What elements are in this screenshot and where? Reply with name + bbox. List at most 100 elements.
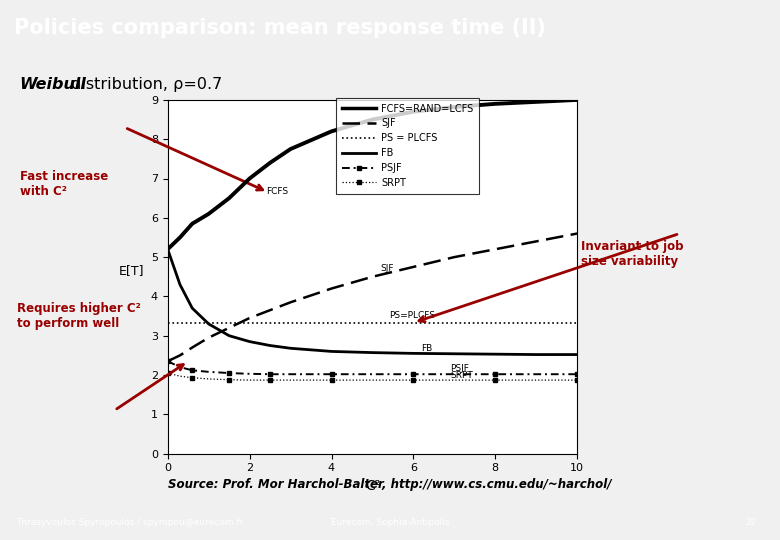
FCFS=RAND=LCFS — [265, 159, 275, 166]
SRPT — [176, 373, 185, 380]
FCFS=RAND=LCFS — [285, 146, 295, 152]
SJF — [409, 264, 418, 270]
SJF — [368, 273, 378, 280]
FB — [327, 348, 336, 355]
FCFS=RAND=LCFS — [409, 109, 418, 115]
FCFS=RAND=LCFS — [532, 99, 541, 105]
FB — [450, 350, 459, 357]
PSJF — [491, 371, 500, 377]
PSJF — [368, 371, 378, 377]
Text: FB: FB — [422, 343, 433, 353]
SJF — [176, 352, 185, 359]
SRPT — [285, 377, 295, 383]
X-axis label: C²: C² — [365, 479, 380, 493]
FCFS=RAND=LCFS — [368, 116, 378, 123]
FCFS=RAND=LCFS — [225, 195, 234, 201]
PS = PLCFS — [176, 320, 185, 326]
FB — [204, 321, 214, 327]
Text: Weibull: Weibull — [20, 77, 87, 92]
PS = PLCFS — [245, 320, 254, 326]
FB — [409, 350, 418, 356]
PSJF — [176, 364, 185, 370]
PS = PLCFS — [225, 320, 234, 326]
SRPT — [187, 375, 197, 381]
Text: Requires higher C²
to perform well: Requires higher C² to perform well — [17, 302, 141, 330]
SRPT — [491, 377, 500, 383]
Line: SJF: SJF — [168, 233, 577, 361]
FB — [285, 345, 295, 352]
FB — [491, 351, 500, 357]
FCFS=RAND=LCFS — [187, 220, 197, 227]
SRPT — [327, 377, 336, 383]
Text: 22: 22 — [746, 518, 757, 527]
SJF — [573, 230, 582, 237]
FCFS=RAND=LCFS — [163, 246, 172, 253]
PS = PLCFS — [285, 320, 295, 326]
PSJF — [450, 371, 459, 377]
SJF — [225, 325, 234, 331]
SRPT — [368, 377, 378, 383]
SJF — [163, 358, 172, 365]
SRPT — [225, 376, 234, 383]
PS = PLCFS — [265, 320, 275, 326]
Line: SRPT: SRPT — [166, 372, 579, 382]
FCFS=RAND=LCFS — [450, 104, 459, 110]
PS = PLCFS — [163, 320, 172, 326]
PSJF — [245, 370, 254, 377]
FB — [532, 352, 541, 358]
Text: distribution, ρ=0.7: distribution, ρ=0.7 — [66, 77, 222, 92]
PS = PLCFS — [450, 320, 459, 326]
PS = PLCFS — [368, 320, 378, 326]
SRPT — [450, 377, 459, 383]
Text: Thrasyvoulos Spyropoulos / spyropou@eurecom.fr: Thrasyvoulos Spyropoulos / spyropou@eure… — [16, 518, 243, 527]
PS = PLCFS — [573, 320, 582, 326]
PS = PLCFS — [327, 320, 336, 326]
Text: Eurecom, Sophia-Antipolis: Eurecom, Sophia-Antipolis — [331, 518, 449, 527]
PSJF — [187, 367, 197, 374]
PSJF — [204, 369, 214, 375]
FB — [163, 246, 172, 253]
Text: PS=PLCFS: PS=PLCFS — [389, 311, 434, 320]
Text: FCFS: FCFS — [266, 187, 288, 196]
SJF — [285, 299, 295, 306]
SJF — [245, 315, 254, 321]
PSJF — [532, 371, 541, 377]
PSJF — [409, 371, 418, 377]
PSJF — [163, 358, 172, 365]
Text: Fast increase
with C²: Fast increase with C² — [20, 170, 108, 198]
Y-axis label: E[T]: E[T] — [119, 264, 144, 276]
FB — [245, 339, 254, 345]
PSJF — [225, 370, 234, 376]
Text: SJF: SJF — [381, 264, 394, 273]
FB — [176, 281, 185, 288]
PS = PLCFS — [204, 320, 214, 326]
Line: FB: FB — [168, 249, 577, 355]
SJF — [204, 334, 214, 341]
PS = PLCFS — [491, 320, 500, 326]
PS = PLCFS — [409, 320, 418, 326]
Line: FCFS=RAND=LCFS: FCFS=RAND=LCFS — [168, 100, 577, 249]
PSJF — [573, 371, 582, 377]
SJF — [327, 285, 336, 292]
Line: PSJF: PSJF — [165, 359, 580, 376]
PSJF — [265, 371, 275, 377]
FB — [225, 333, 234, 339]
FCFS=RAND=LCFS — [204, 211, 214, 217]
PSJF — [285, 371, 295, 377]
FCFS=RAND=LCFS — [245, 176, 254, 182]
SRPT — [204, 376, 214, 382]
SJF — [187, 345, 197, 351]
FCFS=RAND=LCFS — [176, 234, 185, 241]
SJF — [532, 238, 541, 245]
SJF — [491, 246, 500, 253]
FB — [368, 349, 378, 356]
PS = PLCFS — [187, 320, 197, 326]
FCFS=RAND=LCFS — [573, 97, 582, 103]
FB — [265, 342, 275, 349]
Text: Invariant to job
size variability: Invariant to job size variability — [581, 240, 683, 268]
FCFS=RAND=LCFS — [327, 128, 336, 134]
SRPT — [265, 377, 275, 383]
Legend: FCFS=RAND=LCFS, SJF, PS = PLCFS, FB, PSJF, SRPT: FCFS=RAND=LCFS, SJF, PS = PLCFS, FB, PSJ… — [336, 98, 479, 194]
SRPT — [409, 377, 418, 383]
FB — [187, 305, 197, 312]
